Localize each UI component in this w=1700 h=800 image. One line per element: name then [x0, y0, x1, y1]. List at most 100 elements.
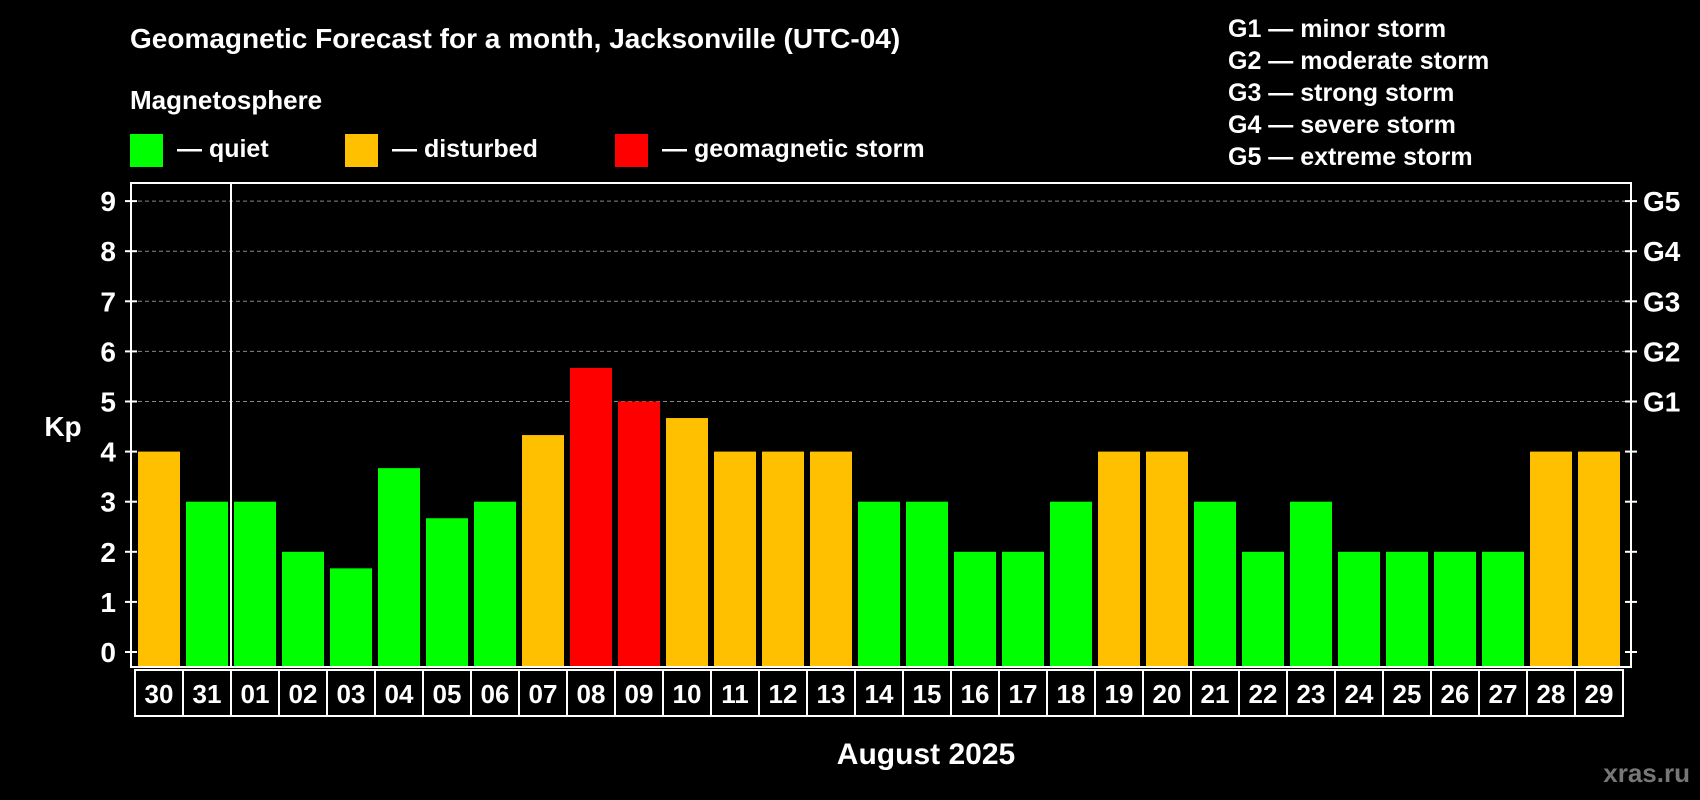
chart-title: Geomagnetic Forecast for a month, Jackso… [130, 23, 900, 54]
bar-26 [1434, 551, 1476, 667]
y-tick-label: 3 [100, 487, 116, 518]
x-tick-label: 17 [1009, 679, 1038, 709]
x-tick-label: 22 [1249, 679, 1278, 709]
x-axis-date-cells: 30 31 01 02 03 04 05 06 07 08 09 10 11 12 13 14 15 16 17 18… [134, 669, 1624, 717]
x-tick-label: 23 [1297, 679, 1326, 709]
x-tick-label: 04 [385, 679, 414, 709]
bar-22 [1242, 551, 1284, 667]
bar-04 [378, 468, 420, 667]
y-tick-label: 0 [100, 637, 116, 668]
x-tick-label: 29 [1585, 679, 1614, 709]
bar-15 [906, 501, 948, 667]
date-cells-frame [134, 669, 1624, 717]
y-tick-label: 7 [100, 286, 116, 317]
x-tick-label: 16 [961, 679, 990, 709]
x-tick-label: 02 [289, 679, 318, 709]
legend-label-disturbed: — disturbed [392, 135, 538, 163]
bar-12 [762, 451, 804, 667]
legend: — quiet — disturbed — geomagnetic storm [130, 134, 925, 167]
plot-frame [130, 182, 1632, 668]
bar-19 [1098, 451, 1140, 667]
bar-08 [570, 367, 612, 667]
bar-11 [714, 451, 756, 667]
right-tick-label-G1: G1 [1643, 387, 1680, 418]
right-tick-label-G3: G3 [1643, 286, 1680, 317]
bar-28 [1530, 451, 1572, 667]
legend-label-storm: — geomagnetic storm [662, 135, 925, 163]
bar-17 [1002, 551, 1044, 667]
bar-03 [330, 568, 372, 667]
x-tick-label: 15 [913, 679, 942, 709]
storm-scale-item: G5 — extreme storm [1228, 143, 1473, 171]
x-tick-label: 03 [337, 679, 366, 709]
x-tick-label: 13 [817, 679, 846, 709]
bar-10 [666, 418, 708, 667]
watermark: xras.ru [1603, 758, 1690, 788]
y-tick-label: 6 [100, 336, 116, 367]
x-tick-label: 08 [577, 679, 606, 709]
axes: 0 1 2 3 4 5 6 7 8 9 G1 G2 G3 G4 G5 [100, 182, 1681, 668]
storm-scale-legend: G1 — minor storm G2 — moderate storm G3 — … [1228, 15, 1489, 171]
bar-29 [1578, 451, 1620, 667]
y-tick-label: 8 [100, 236, 116, 267]
bar-13 [810, 451, 852, 667]
bar-27 [1482, 551, 1524, 667]
x-tick-label: 06 [481, 679, 510, 709]
x-tick-label: 24 [1345, 679, 1374, 709]
x-tick-label: 07 [529, 679, 558, 709]
chart-subtitle: Magnetosphere [130, 85, 322, 115]
legend-label-quiet: — quiet [177, 135, 269, 163]
x-tick-label: 09 [625, 679, 654, 709]
storm-scale-item: G1 — minor storm [1228, 15, 1446, 43]
x-tick-label: 28 [1537, 679, 1566, 709]
x-tick-label: 01 [241, 679, 270, 709]
legend-swatch-disturbed [345, 134, 378, 167]
bars [138, 367, 1620, 667]
x-tick-label: 25 [1393, 679, 1422, 709]
x-tick-label: 21 [1201, 679, 1230, 709]
bar-09 [618, 401, 660, 667]
bar-25 [1386, 551, 1428, 667]
legend-swatch-storm [615, 134, 648, 167]
x-tick-label: 18 [1057, 679, 1086, 709]
grid-lines [131, 200, 1631, 402]
bar-01 [234, 501, 276, 667]
y-tick-label: 1 [100, 587, 116, 618]
y-tick-label: 9 [100, 186, 116, 217]
x-tick-label: 20 [1153, 679, 1182, 709]
x-tick-label: 12 [769, 679, 798, 709]
bar-06 [474, 501, 516, 667]
storm-scale-item: G4 — severe storm [1228, 111, 1456, 139]
x-tick-label: 27 [1489, 679, 1518, 709]
bar-02 [282, 551, 324, 667]
x-tick-label: 31 [193, 679, 222, 709]
y-tick-label: 2 [100, 537, 116, 568]
x-tick-label: 05 [433, 679, 462, 709]
bar-23 [1290, 501, 1332, 667]
bar-20 [1146, 451, 1188, 667]
x-tick-label: 11 [721, 679, 749, 709]
right-tick-label-G4: G4 [1643, 236, 1681, 267]
bar-30 [138, 451, 180, 667]
bar-07 [522, 435, 564, 667]
x-tick-label: 14 [865, 679, 894, 709]
y-tick-label: 5 [100, 387, 116, 418]
bar-05 [426, 518, 468, 667]
right-tick-label-G5: G5 [1643, 186, 1680, 217]
bar-14 [858, 501, 900, 667]
x-tick-label: 30 [145, 679, 174, 709]
bar-16 [954, 551, 996, 667]
bar-31 [186, 501, 228, 667]
bar-24 [1338, 551, 1380, 667]
bar-18 [1050, 501, 1092, 667]
legend-swatch-quiet [130, 134, 163, 167]
x-tick-label: 26 [1441, 679, 1470, 709]
y-tick-label: 4 [100, 437, 116, 468]
storm-scale-item: G3 — strong storm [1228, 79, 1454, 107]
x-tick-label: 19 [1105, 679, 1134, 709]
storm-scale-item: G2 — moderate storm [1228, 47, 1489, 75]
right-tick-label-G2: G2 [1643, 336, 1680, 367]
y-axis-label: Kp [44, 411, 81, 442]
bar-21 [1194, 501, 1236, 667]
